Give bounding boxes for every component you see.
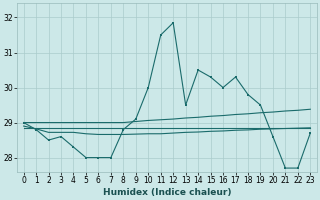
X-axis label: Humidex (Indice chaleur): Humidex (Indice chaleur) — [103, 188, 231, 197]
